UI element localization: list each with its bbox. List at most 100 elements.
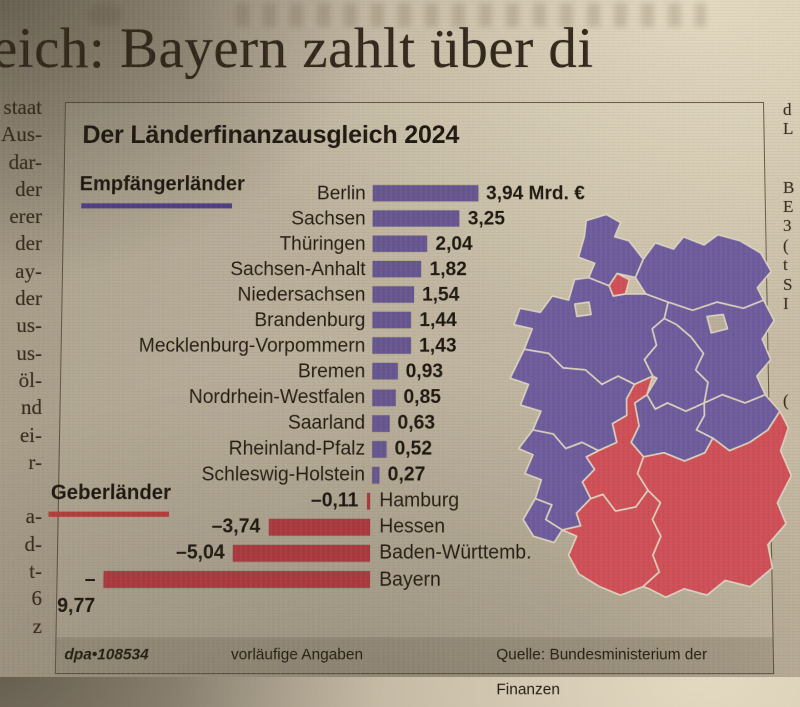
bar-state-label: Rheinland-Pfalz (228, 438, 366, 460)
bar-recipient (372, 312, 412, 329)
margin-text-fragment: S (783, 274, 793, 294)
bar-value: 0,52 (394, 438, 433, 460)
margin-text-fragment: us- (16, 313, 42, 338)
bar-recipient (372, 235, 428, 252)
margin-text-fragment: a- (25, 504, 42, 529)
map-state-mecklenburg-vorpommern (635, 235, 772, 311)
bar-state-label: Niedersachsen (237, 284, 366, 306)
bar-value: –9,77 (56, 568, 96, 617)
map-state-niedersachsen (514, 278, 670, 385)
margin-text-fragment: E (783, 197, 794, 217)
bar-state-label: Nordrhein-Westfalen (188, 386, 366, 409)
bar-recipient (372, 286, 414, 303)
margin-text-fragment: us- (16, 340, 42, 365)
margin-text-fragment: ay- (15, 258, 42, 283)
bar-state-label: Berlin (316, 182, 366, 204)
bar-value: 0,27 (387, 464, 426, 486)
bar-recipient (372, 261, 422, 278)
margin-text-fragment: dar- (8, 149, 42, 174)
bar-value: 1,54 (422, 284, 460, 306)
margin-text-fragment: I (783, 294, 789, 314)
germany-map-svg (499, 212, 798, 603)
margin-text-fragment: t (783, 255, 788, 275)
margin-text-fragment: nd (21, 395, 42, 420)
bar-state-label: Bayern (379, 568, 441, 591)
bar-state-label: Brandenburg (254, 309, 366, 332)
map-state-schleswig-holstein (578, 214, 644, 285)
margin-text-fragment: ei- (19, 422, 42, 447)
map-state-brandenburg (664, 300, 776, 403)
bar-value: 0,63 (397, 412, 436, 435)
map-state-baden-wuerttemberg (562, 490, 662, 595)
map-state-saarland (523, 499, 562, 543)
left-margin-column: staat Aus-dar-der erer der ay-der us-us-öl-nd… (0, 94, 42, 640)
margin-text-fragment: 3 (783, 216, 792, 236)
margin-text-fragment: der (15, 286, 42, 311)
margin-text-fragment (783, 158, 800, 177)
bar-state-label: Hamburg (379, 490, 460, 512)
margin-text-fragment: erer (9, 204, 42, 229)
bar-value: 0,93 (405, 360, 444, 383)
margin-text-fragment: Aus- (1, 122, 42, 147)
germany-map (499, 212, 798, 603)
bar-row: Berlin 3,94 Mrd. € (64, 181, 765, 206)
bar-recipient (372, 185, 479, 202)
bar-value: –0,11 (310, 490, 359, 512)
bar-state-label: Bremen (297, 360, 366, 383)
bar-recipient (372, 337, 411, 355)
bar-state-label: Sachsen (291, 207, 366, 230)
margin-text-fragment: staat (3, 95, 42, 119)
bar-value: –3,74 (211, 516, 261, 539)
margin-text-fragment: ( (783, 391, 789, 411)
bar-donor (366, 492, 371, 510)
map-state-berlin (707, 314, 728, 332)
margin-text-fragment: öl- (18, 367, 42, 392)
margin-text-fragment: r- (28, 449, 42, 474)
bar-state-label: Schleswig-Holstein (201, 464, 366, 486)
margin-text-fragment: 6 (31, 586, 43, 611)
bar-state-label: Saarland (287, 412, 366, 435)
bar-donor (103, 571, 370, 588)
bar-recipient (372, 440, 387, 458)
margin-text-fragment: der (15, 231, 42, 256)
bar-value: –5,04 (175, 542, 225, 565)
margin-text-fragment (783, 139, 800, 158)
bar-recipient (372, 363, 398, 380)
bar-value: 1,82 (429, 258, 467, 280)
bar-value: 0,85 (403, 386, 442, 409)
margin-text-fragment: d (783, 100, 792, 119)
footer-credit: dpa•108534 (64, 645, 149, 664)
margin-text-fragment: d- (24, 531, 43, 556)
bar-recipient (372, 414, 390, 432)
bar-value: 1,43 (419, 335, 457, 357)
bar-recipient (372, 210, 460, 227)
bar-state-label: Thüringen (279, 233, 366, 255)
margin-text-fragment: B (783, 177, 795, 197)
bar-value: 1,44 (419, 309, 457, 332)
margin-text-fragment: L (783, 119, 794, 139)
bar-state-label: Hessen (379, 516, 446, 539)
map-state-sachsen-anhalt (644, 319, 708, 412)
bar-state-label: Mecklenburg-Vorpommern (138, 335, 366, 357)
infographic-footer: dpa•108534 vorläufige Angaben Quelle: Bu… (55, 637, 774, 699)
map-state-hessen (581, 376, 654, 511)
footer-note: vorläufige Angaben (230, 645, 364, 664)
map-state-thueringen (627, 395, 714, 461)
margin-text-fragment (0, 476, 42, 503)
map-state-hamburg (609, 273, 630, 295)
newspaper-headline: eich: Bayern zahlt über di (0, 17, 594, 80)
bar-donor (232, 544, 371, 562)
margin-text-fragment: z (32, 613, 42, 638)
bar-donor (268, 518, 371, 536)
footer-source: Quelle: Bundesministerium der Finanzen (496, 645, 708, 699)
bar-state-label: Sachsen-Anhalt (230, 258, 366, 280)
map-state-sachsen (696, 395, 781, 451)
map-state-bayern (637, 411, 794, 597)
bar-value: 2,04 (435, 233, 473, 255)
margin-text-fragment: der (15, 176, 42, 201)
margin-text-fragment: t- (29, 559, 42, 584)
bar-recipient (372, 389, 396, 406)
map-state-bremen (575, 302, 591, 316)
